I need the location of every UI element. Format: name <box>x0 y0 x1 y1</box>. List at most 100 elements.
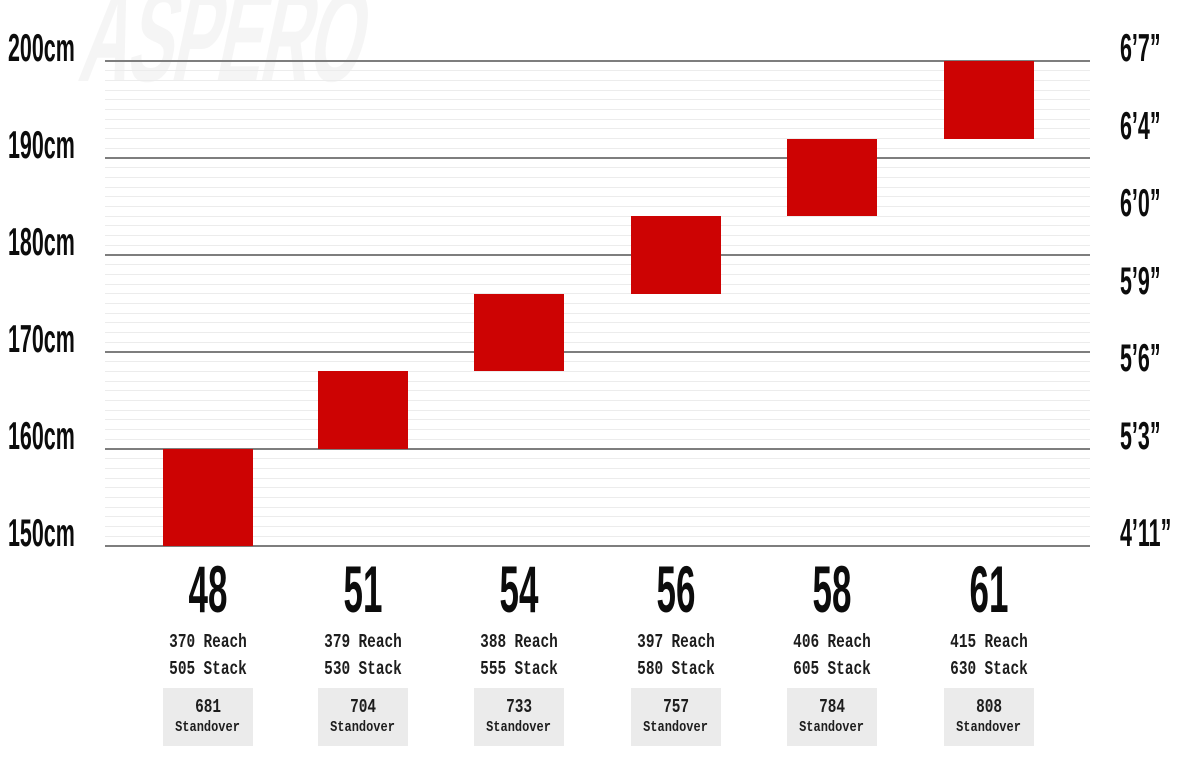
reach-row-size-54: 388 Reach <box>480 632 558 653</box>
minor-gridline-178cm <box>105 273 1090 275</box>
right-axis-label-168cm: 5’6” <box>1120 337 1161 381</box>
minor-gridline-191cm <box>105 147 1090 149</box>
reach-value: 406 <box>793 631 820 653</box>
minor-gridline-165cm <box>105 400 1090 401</box>
standover-value: 733 <box>505 696 533 719</box>
minor-gridline-159cm <box>105 458 1090 460</box>
size-label-51: 51 <box>343 552 383 626</box>
reach-row-size-56: 397 Reach <box>637 632 715 653</box>
stack-row-size-48: 505 Stack <box>169 659 247 680</box>
standover-label: Standover <box>330 719 396 737</box>
minor-gridline-156cm <box>105 487 1090 489</box>
major-gridline-200cm <box>105 60 1090 62</box>
minor-gridline-179cm <box>105 264 1090 266</box>
aspero-watermark: ASPERO <box>70 0 383 109</box>
minor-gridline-154cm <box>105 506 1090 508</box>
stack-value: 505 <box>169 658 196 680</box>
minor-gridline-198cm <box>105 79 1090 81</box>
minor-gridline-163cm <box>105 419 1090 421</box>
standover-label: Standover <box>486 719 552 737</box>
size-label-48: 48 <box>188 552 228 626</box>
stack-row-size-58: 605 Stack <box>793 659 871 680</box>
minor-gridline-193cm <box>105 128 1090 130</box>
major-gridline-180cm <box>105 254 1090 256</box>
minor-gridline-169cm <box>105 361 1090 363</box>
minor-gridline-161cm <box>105 438 1090 440</box>
right-axis-label-192cm: 6’4” <box>1120 104 1161 148</box>
stack-value: 530 <box>324 658 351 680</box>
standover-label: Standover <box>175 719 241 737</box>
major-gridline-190cm <box>105 157 1090 159</box>
minor-gridline-151cm <box>105 535 1090 537</box>
height-range-bar-size-48 <box>163 449 253 546</box>
minor-gridline-196cm <box>105 99 1090 101</box>
size-label-61: 61 <box>969 552 1009 626</box>
stack-value: 630 <box>950 658 977 680</box>
reach-label: Reach <box>514 631 558 653</box>
left-axis-label-150cm: 150cm <box>8 512 75 555</box>
minor-gridline-188cm <box>105 176 1090 178</box>
stack-label: Stack <box>358 658 402 680</box>
standover-value: 757 <box>662 696 690 719</box>
stack-row-size-51: 530 Stack <box>324 659 402 680</box>
stack-value: 605 <box>793 658 820 680</box>
left-axis-label-180cm: 180cm <box>8 221 75 264</box>
standover-value: 784 <box>818 696 846 719</box>
minor-gridline-183cm <box>105 225 1090 227</box>
minor-gridline-185cm <box>105 206 1090 207</box>
reach-row-size-48: 370 Reach <box>169 632 247 653</box>
minor-gridline-184cm <box>105 215 1090 217</box>
left-axis-label-190cm: 190cm <box>8 124 75 167</box>
minor-gridline-177cm <box>105 283 1090 285</box>
reach-value: 379 <box>324 631 351 653</box>
stack-label: Stack <box>984 658 1028 680</box>
minor-gridline-168cm <box>105 370 1090 372</box>
standover-box-size-54: 733 Standover <box>474 688 564 746</box>
minor-gridline-172cm <box>105 332 1090 334</box>
minor-gridline-181cm <box>105 244 1090 246</box>
reach-row-size-61: 415 Reach <box>950 632 1028 653</box>
minor-gridline-157cm <box>105 477 1090 479</box>
minor-gridline-189cm <box>105 167 1090 169</box>
stack-row-size-61: 630 Stack <box>950 659 1028 680</box>
reach-label: Reach <box>984 631 1028 653</box>
right-axis-label-160cm: 5’3” <box>1120 415 1161 458</box>
minor-gridline-164cm <box>105 409 1090 411</box>
major-gridline-150cm <box>105 545 1090 547</box>
height-range-bar-size-54 <box>474 293 564 372</box>
standover-value: 808 <box>975 696 1003 719</box>
reach-label: Reach <box>827 631 871 653</box>
minor-gridline-192cm <box>105 138 1090 140</box>
reach-value: 388 <box>480 631 507 653</box>
height-range-bar-size-51 <box>318 371 408 449</box>
reach-label: Reach <box>671 631 715 653</box>
size-label-58: 58 <box>812 552 852 626</box>
stack-value: 555 <box>480 658 507 680</box>
minor-gridline-152cm <box>105 526 1090 528</box>
reach-value: 397 <box>637 631 664 653</box>
reach-value: 415 <box>950 631 977 653</box>
size-label-56: 56 <box>656 552 696 626</box>
left-axis-label-170cm: 170cm <box>8 318 75 361</box>
minor-gridline-195cm <box>105 109 1090 110</box>
minor-gridline-186cm <box>105 196 1090 198</box>
standover-box-size-48: 681 Standover <box>163 688 253 746</box>
height-range-bar-size-61 <box>944 61 1034 139</box>
stack-label: Stack <box>514 658 558 680</box>
height-range-bar-size-58 <box>787 138 877 217</box>
minor-gridline-158cm <box>105 467 1090 469</box>
minor-gridline-175cm <box>105 303 1090 304</box>
right-axis-label-176cm: 5’9” <box>1120 259 1161 303</box>
standover-value: 681 <box>194 696 222 719</box>
minor-gridline-167cm <box>105 380 1090 382</box>
minor-gridline-197cm <box>105 89 1090 91</box>
minor-gridline-176cm <box>105 293 1090 295</box>
minor-gridline-199cm <box>105 70 1090 72</box>
minor-gridline-194cm <box>105 118 1090 120</box>
minor-gridline-155cm <box>105 497 1090 498</box>
right-axis-label-200cm: 6’7” <box>1120 27 1161 70</box>
minor-gridline-173cm <box>105 322 1090 324</box>
minor-gridline-182cm <box>105 235 1090 237</box>
stack-label: Stack <box>827 658 871 680</box>
